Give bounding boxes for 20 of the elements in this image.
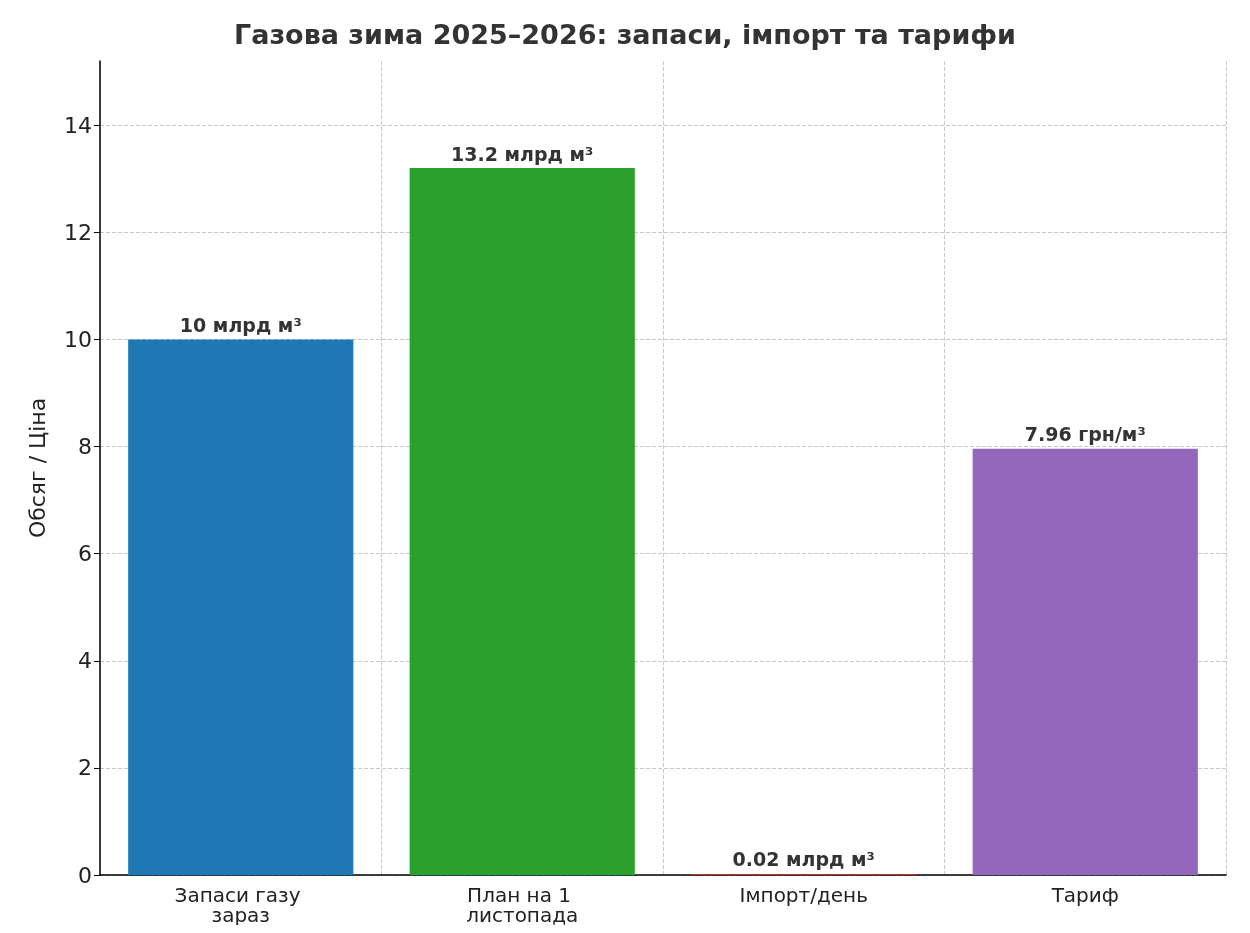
bar <box>128 339 354 875</box>
y-tick-label: 14 <box>64 112 92 138</box>
y-tick-label: 0 <box>78 862 92 888</box>
data-label: 13.2 млрд м³ <box>451 142 594 165</box>
y-tick-label: 2 <box>78 755 92 781</box>
bar <box>409 168 635 875</box>
bar <box>972 448 1198 875</box>
y-tick-label: 4 <box>78 648 92 674</box>
data-label: 7.96 грн/м³ <box>1024 423 1146 446</box>
y-axis-title: Обсяг / Ціна <box>24 397 50 539</box>
x-tick-label: Імпорт/день <box>739 883 868 907</box>
x-tick-label: План на 1 листопада <box>466 883 579 927</box>
y-tick-label: 12 <box>64 219 92 245</box>
data-label: 0.02 млрд м³ <box>732 848 875 871</box>
y-tick-label: 8 <box>78 434 92 460</box>
y-tick-label: 10 <box>64 326 92 352</box>
y-tick-label: 6 <box>78 541 92 567</box>
chart-title: Газова зима 2025–2026: запаси, імпорт та тарифи <box>233 19 1017 50</box>
x-tick-label: Тариф <box>1050 883 1119 907</box>
data-label: 10 млрд м³ <box>179 313 302 336</box>
